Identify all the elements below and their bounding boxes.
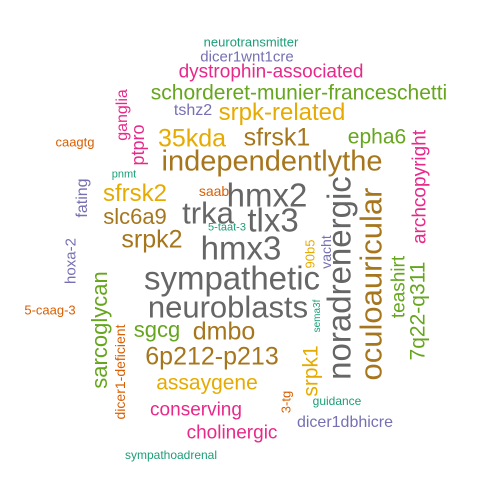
- word-3-tg: 3-tg: [278, 390, 294, 414]
- word-tshz2: tshz2: [173, 102, 213, 119]
- word-sympathoadrenal: sympathoadrenal: [124, 448, 218, 462]
- word-srpk1: srpk1: [299, 345, 323, 397]
- word-dicer1dbhicre: dicer1dbhicre: [296, 414, 394, 431]
- word-trka: trka: [182, 195, 234, 231]
- word-dicer1wnt1cre: dicer1wnt1cre: [200, 48, 294, 66]
- word-srpk-related: srpk-related: [218, 99, 346, 126]
- word-noradrenergic: noradrenergic: [320, 176, 358, 380]
- word-guidance: guidance: [312, 394, 362, 408]
- word-5-caag-3: 5-caag-3: [24, 302, 76, 318]
- word-tlx3: tlx3: [247, 201, 299, 239]
- word-sema3f: sema3f: [312, 299, 323, 333]
- word-hoxa-2: hoxa-2: [62, 238, 80, 284]
- word-pnmt: pnmt: [111, 168, 137, 181]
- word-35kda: 35kda: [157, 124, 227, 153]
- word-neuroblasts: neuroblasts: [147, 289, 309, 325]
- word-vacht: vacht: [318, 235, 334, 269]
- word-neurotransmitter: neurotransmitter: [203, 34, 299, 50]
- word-sympathetic: sympathetic: [143, 259, 321, 297]
- word-epha6: epha6: [347, 125, 407, 149]
- word-saab: saab: [198, 183, 230, 199]
- word-dmbo: dmbo: [192, 317, 256, 346]
- word-sarcoglycan: sarcoglycan: [87, 271, 112, 389]
- word-ptpro: ptpro: [128, 124, 148, 166]
- word-archcopyright: archcopyright: [409, 129, 431, 245]
- word-cholinergic: cholinergic: [186, 422, 278, 444]
- word-assaygene: assaygene: [156, 371, 258, 395]
- word-hmx2: hmx2: [226, 176, 308, 214]
- word-oculoauricular: oculoauricular: [353, 187, 389, 381]
- word-sfrsk1: sfrsk1: [243, 123, 311, 152]
- word-dystrophin-associated: dystrophin-associated: [178, 61, 364, 83]
- word-sfrsk2: sfrsk2: [102, 180, 168, 207]
- word-dicer1-deficient: dicer1-deficient: [112, 324, 128, 420]
- word-6p212-p213: 6p212-p213: [145, 342, 279, 371]
- word-hmx3: hmx3: [200, 229, 282, 267]
- word-srpk2: srpk2: [121, 225, 183, 254]
- word-conserving: conserving: [150, 399, 242, 421]
- word-sgcg: sgcg: [133, 317, 181, 342]
- word-caagtg: caagtg: [55, 134, 95, 150]
- word-7q22-q311: 7q22-q311: [406, 261, 430, 361]
- word-slc6a9: slc6a9: [103, 204, 167, 229]
- word-independentlythe: independentlythe: [161, 145, 383, 178]
- word-5-taat-3: 5-taat-3: [208, 221, 246, 234]
- word-fating: fating: [74, 178, 91, 218]
- word-schorderet-munier-franceschetti: schorderet-munier-franceschetti: [150, 81, 448, 105]
